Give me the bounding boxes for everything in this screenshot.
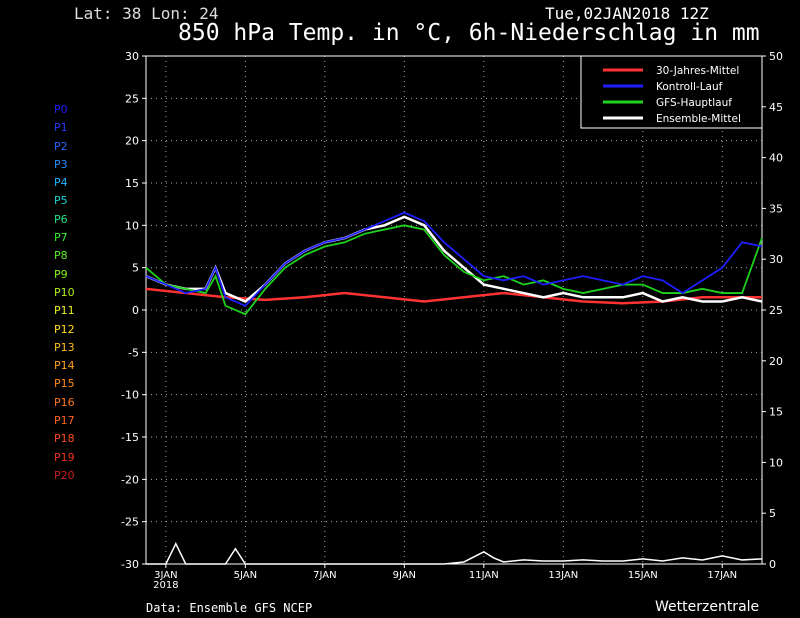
data-source-label: Data: Ensemble GFS NCEP <box>146 601 313 615</box>
location-label: Lat: 38 Lon: 24 <box>74 4 219 23</box>
x-tick-label: 11JAN <box>469 570 499 581</box>
y-left-tick-label: 30 <box>125 50 139 63</box>
legend-label: Ensemble-Mittel <box>656 113 741 125</box>
member-label-p1: P1 <box>54 121 68 135</box>
member-label-p6: P6 <box>54 212 68 226</box>
member-label-p17: P17 <box>54 414 75 428</box>
member-label-p20: P20 <box>54 468 75 482</box>
x-tick-sublabel: 2018 <box>153 580 178 591</box>
y-right-tick-label: 30 <box>769 253 783 266</box>
x-tick-label: 7JAN <box>313 570 336 581</box>
y-left-tick-label: -20 <box>121 473 139 486</box>
legend-label: 30-Jahres-Mittel <box>656 65 739 77</box>
series-line-kontroll-lauf <box>145 211 763 307</box>
y-left-tick-label: -15 <box>121 431 139 444</box>
legend-box <box>580 55 763 129</box>
legend-label: GFS-Hauptlauf <box>656 97 732 109</box>
member-label-p19: P19 <box>54 450 75 464</box>
member-list: P0 P1 P2 P3 P4 P5 P6 P7 P8 P9 P10 P11 P12 P13 P14 P15 P1… <box>54 101 94 485</box>
member-label-p8: P8 <box>54 249 68 263</box>
x-tick-label: 13JAN <box>548 570 578 581</box>
member-label-p5: P5 <box>54 194 68 208</box>
y-right-tick-label: 45 <box>769 101 783 114</box>
y-right-tick-label: 25 <box>769 304 783 317</box>
member-label-p3: P3 <box>54 157 68 171</box>
member-label-p12: P12 <box>54 322 75 336</box>
x-tick-label: 9JAN <box>393 570 416 581</box>
y-left-tick-label: -10 <box>121 389 139 402</box>
x-tick-label: 3JAN <box>154 570 177 581</box>
y-left-tick-label: 15 <box>125 177 139 190</box>
brand-label: Wetterzentrale <box>655 599 760 615</box>
y-left-tick-label: 5 <box>132 262 139 275</box>
member-label-p9: P9 <box>54 267 68 281</box>
y-right-tick-label: 10 <box>769 456 783 469</box>
x-tick-label: 15JAN <box>628 570 658 581</box>
y-left-tick-label: 20 <box>125 135 139 148</box>
x-tick-label: 17JAN <box>707 570 737 581</box>
y-right-tick-label: 5 <box>769 507 776 520</box>
series-line-ensemble-mittel <box>145 215 763 303</box>
member-label-p14: P14 <box>54 359 75 373</box>
series-line-gfs-hauptlauf <box>145 224 763 316</box>
y-left-tick-label: -25 <box>121 516 139 529</box>
y-right-tick-label: 40 <box>769 152 783 165</box>
y-right-tick-label: 20 <box>769 355 783 368</box>
member-label-p16: P16 <box>54 395 75 409</box>
precip-line <box>146 541 763 565</box>
y-left-tick-label: -30 <box>121 558 139 571</box>
series-line-30-jahres-mittel <box>145 287 762 305</box>
member-label-p13: P13 <box>54 340 75 354</box>
member-label-p4: P4 <box>54 176 68 190</box>
member-label-p11: P11 <box>54 304 75 318</box>
y-right-tick-label: 50 <box>769 50 783 63</box>
plot-frame <box>145 55 763 565</box>
member-label-p7: P7 <box>54 231 68 245</box>
member-label-p18: P18 <box>54 432 75 446</box>
y-right-tick-label: 35 <box>769 202 783 215</box>
y-left-tick-label: 0 <box>132 304 139 317</box>
member-label-p15: P15 <box>54 377 75 391</box>
x-tick-label: 5JAN <box>234 570 257 581</box>
y-left-tick-label: 10 <box>125 219 139 232</box>
legend-label: Kontroll-Lauf <box>656 81 723 93</box>
run-date-label: Tue,02JAN2018 12Z <box>545 4 709 23</box>
y-right-tick-label: 15 <box>769 406 783 419</box>
member-label-p0: P0 <box>54 103 68 116</box>
y-left-tick-label: 25 <box>125 92 139 105</box>
chart-title: 850 hPa Temp. in °C, 6h-Niederschlag in … <box>178 20 760 46</box>
member-label-p10: P10 <box>54 285 75 299</box>
member-label-p2: P2 <box>54 139 68 153</box>
y-right-tick-label: 0 <box>769 558 776 571</box>
y-left-tick-label: -5 <box>128 346 139 359</box>
